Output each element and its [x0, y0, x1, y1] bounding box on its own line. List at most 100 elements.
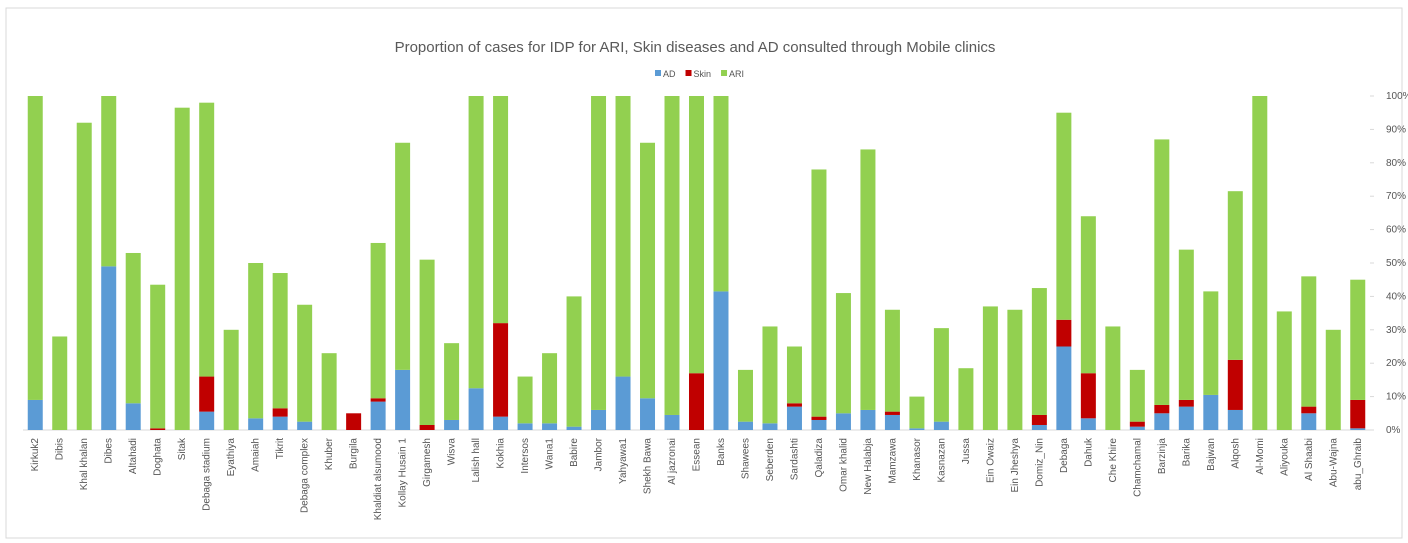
bar-segment — [395, 369, 411, 430]
bar-segment — [1056, 112, 1072, 320]
bar-segment — [493, 96, 509, 324]
bar-segment — [248, 263, 264, 419]
bar-segment — [517, 423, 533, 430]
bar-segment — [689, 96, 704, 374]
bar-segment — [419, 259, 435, 425]
bar-segment — [591, 96, 607, 410]
bar-segment — [1056, 319, 1072, 347]
bar-segment — [1154, 139, 1170, 405]
bar-segment — [1227, 191, 1243, 360]
bar-segment — [199, 376, 215, 412]
x-tick-label: New Halabja — [863, 438, 874, 495]
bar-segment — [223, 329, 239, 430]
y-tick-label: 40% — [1386, 291, 1406, 302]
bar-segment — [27, 399, 43, 430]
x-tick-label: Shawees — [740, 438, 751, 479]
bar-segment — [1129, 369, 1145, 422]
bar-segment — [493, 323, 509, 417]
x-tick-label: abu_Ghraib — [1353, 438, 1364, 491]
bar-segment — [1080, 373, 1096, 419]
x-tick-label: Girgamesh — [422, 438, 433, 487]
x-tick-label: Debaga stadium — [202, 438, 213, 511]
bar-segment — [101, 266, 117, 430]
bar-segment — [468, 96, 484, 389]
x-tick-label: Ein Owaiz — [985, 438, 996, 483]
bar-segment — [811, 416, 827, 420]
y-tick-label: 60% — [1386, 225, 1406, 236]
x-tick-label: Jambor — [594, 437, 605, 471]
bar-segment — [493, 416, 509, 430]
x-tick-label: Eyathiya — [226, 438, 237, 477]
legend-label: ARI — [729, 69, 744, 79]
y-tick-label: 30% — [1386, 325, 1406, 336]
bar-segment — [786, 346, 802, 404]
bar-segment — [517, 376, 533, 424]
bar-segment — [1129, 426, 1145, 430]
x-tick-label: Al jazronai — [667, 438, 678, 485]
bar-segment — [860, 149, 876, 410]
bar-segment — [615, 96, 631, 377]
bar-segment — [1350, 399, 1366, 429]
bar-segment — [101, 96, 117, 267]
x-tick-label: Yahyawa1 — [618, 438, 629, 484]
x-tick-label: Burgila — [349, 438, 360, 470]
bar-segment — [811, 169, 827, 417]
x-tick-label: Tikrit — [275, 438, 286, 460]
bar-segment — [1031, 288, 1047, 415]
bar-segment — [615, 376, 631, 430]
bar-segment — [1105, 326, 1121, 430]
x-tick-label: Barzinja — [1157, 438, 1168, 475]
bar-segment — [468, 388, 484, 430]
bar-segment — [933, 328, 949, 422]
legend-swatch — [721, 70, 728, 76]
bar-segment — [689, 373, 704, 430]
x-tick-label: Babire — [569, 438, 580, 467]
bar-segment — [272, 416, 288, 430]
bar-segment — [1350, 428, 1366, 430]
bar-segment — [1056, 346, 1072, 430]
bar-segment — [664, 414, 680, 430]
legend-label: AD — [663, 69, 676, 79]
y-tick-label: 50% — [1386, 258, 1406, 269]
y-tick-label: 90% — [1386, 124, 1406, 135]
bar-segment — [762, 423, 778, 430]
bar-segment — [640, 398, 656, 430]
bar-segment — [835, 413, 851, 430]
bar-segment — [958, 368, 974, 430]
y-tick-label: 70% — [1386, 191, 1406, 202]
bar-segment — [1350, 279, 1366, 400]
y-tick-label: 20% — [1386, 358, 1406, 369]
bar-segment — [125, 252, 141, 404]
bar-segment — [1178, 399, 1194, 407]
bar-segment — [542, 423, 558, 430]
chart-title: Proportion of cases for IDP for ARI, Ski… — [395, 39, 996, 56]
bar-segment — [982, 306, 998, 430]
bar-segment — [297, 421, 313, 430]
legend-swatch — [655, 70, 661, 76]
x-tick-label: Intersos — [520, 438, 531, 474]
x-tick-label: Kokhia — [496, 438, 507, 469]
bar-segment — [1301, 413, 1317, 430]
x-tick-label: Khuber — [324, 437, 335, 470]
bar-segment — [1276, 311, 1292, 430]
x-tick-label: Kollay Husain 1 — [398, 438, 409, 508]
x-tick-label: Debaga — [1059, 438, 1070, 473]
bar-segment — [884, 414, 900, 430]
bar-segment — [272, 273, 288, 409]
bar-segment — [444, 419, 460, 430]
x-tick-label: Debaga complex — [300, 438, 311, 513]
x-tick-label: Jussa — [961, 438, 972, 465]
bar-segment — [125, 403, 141, 430]
bar-segment — [199, 102, 215, 377]
bar-segment — [272, 408, 288, 417]
x-tick-label: Omar khalid — [838, 438, 849, 492]
bar-segment — [444, 343, 460, 420]
x-tick-label: Dibes — [104, 438, 115, 464]
x-tick-label: Sardashti — [789, 438, 800, 480]
x-tick-label: Bajwan — [1206, 438, 1217, 471]
bar-segment — [1178, 249, 1194, 400]
x-tick-label: Al-Momi — [1255, 438, 1266, 475]
x-tick-label: Amaiah — [251, 438, 262, 472]
bar-segment — [27, 96, 43, 400]
